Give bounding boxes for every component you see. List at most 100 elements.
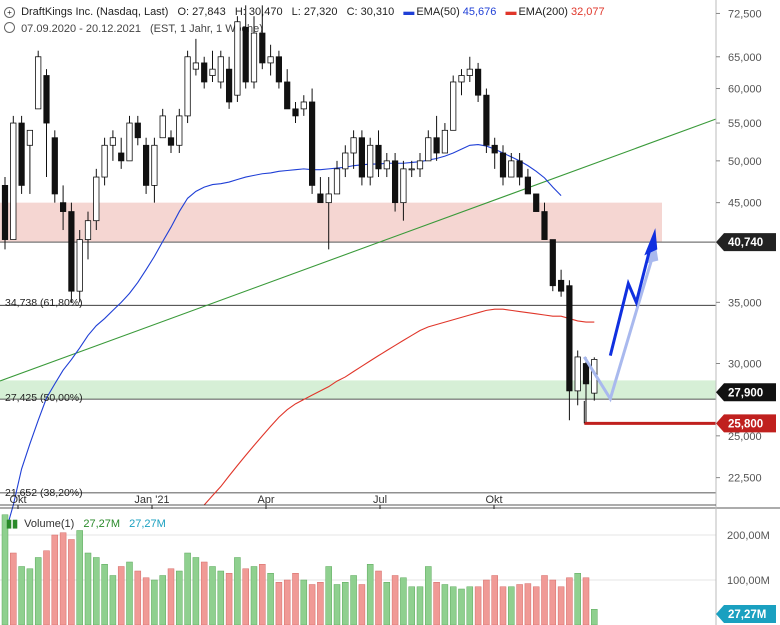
- volume-bar: [342, 582, 349, 625]
- y-tick-label: 25,000: [728, 431, 762, 443]
- volume-bar: [466, 586, 474, 625]
- volume-bar: [275, 582, 283, 625]
- close-price-tag: [716, 383, 776, 402]
- candle-body: [333, 168, 341, 195]
- volume-bars-icon: ▮▮: [6, 518, 19, 530]
- candle-body: [450, 81, 457, 131]
- volume-bar: [59, 532, 67, 625]
- volume-bar: [18, 566, 25, 625]
- high-value: H: 30,470: [234, 6, 283, 18]
- volume-bar: [317, 582, 324, 625]
- candle-body: [300, 101, 307, 110]
- candle-body: [217, 56, 224, 83]
- candle-body: [367, 144, 374, 178]
- volume-bar: [582, 577, 590, 625]
- y-tick-label: 22,500: [728, 473, 762, 485]
- volume-bar: [557, 586, 565, 625]
- volume-bar: [242, 568, 249, 625]
- add-icon[interactable]: +: [4, 7, 15, 18]
- volume-price-tag: [716, 605, 776, 623]
- candle-body: [60, 202, 67, 212]
- candle-body: [350, 137, 357, 154]
- candle-body: [516, 160, 523, 178]
- candle-body: [491, 144, 498, 154]
- volume-bar: [1, 514, 9, 625]
- candle-body: [508, 160, 515, 178]
- close-value: C: 30,310: [346, 6, 395, 18]
- fib-50-label: 27,425 (50,00%): [5, 392, 83, 404]
- x-tick-label: Jan '21: [134, 494, 169, 506]
- y-tick-label: 35,000: [728, 297, 762, 309]
- candle-body: [51, 137, 58, 195]
- candle-body: [209, 68, 216, 76]
- candle-body: [35, 56, 42, 110]
- volume-price-tag-text: 27,27M: [728, 609, 766, 621]
- symbol-label: DraftKings Inc. (Nasdaq, Last): [21, 6, 169, 18]
- volume-bar: [117, 566, 125, 625]
- candle-body: [458, 75, 465, 83]
- candle-body: [142, 144, 150, 186]
- candle-body: [574, 356, 581, 392]
- stop-price-tag-text: 25,800: [728, 418, 763, 430]
- candle-body: [159, 115, 166, 139]
- candle-body: [558, 279, 565, 292]
- volume-bar: [566, 577, 573, 625]
- volume-bar: [200, 561, 208, 625]
- volume-bar: [541, 575, 548, 625]
- resistance-zone: [0, 202, 662, 243]
- volume-bar: [159, 575, 166, 625]
- volume-bar: [192, 557, 200, 625]
- volume-bar: [449, 586, 457, 625]
- candle-body: [582, 363, 590, 385]
- volume-bar: [34, 557, 42, 625]
- volume-bar: [26, 568, 34, 625]
- candle-body: [292, 108, 299, 117]
- candle-body: [43, 75, 50, 124]
- volume-bar: [84, 552, 92, 625]
- candle-body: [167, 137, 175, 146]
- volume-bar: [283, 579, 291, 625]
- volume-bar: [217, 570, 225, 625]
- volume-tick-label: 200,00M: [727, 530, 770, 542]
- volume-bar: [134, 570, 142, 625]
- candle-body: [499, 152, 507, 178]
- volume-bar: [126, 561, 133, 625]
- volume-bar: [433, 582, 440, 625]
- candle-body: [541, 211, 548, 240]
- volume-bar: [358, 584, 366, 625]
- volume-bar: [142, 577, 150, 625]
- resistance-price-tag: [716, 233, 776, 252]
- candle-body: [242, 26, 249, 83]
- volume-bar: [333, 584, 341, 625]
- volume-bar: [350, 575, 357, 625]
- volume-tick-label: 100,00M: [727, 575, 770, 587]
- candle-body: [151, 144, 158, 186]
- ema50-swatch: ▬: [403, 6, 415, 18]
- candle-body: [325, 193, 332, 204]
- volume-bar: [325, 566, 332, 625]
- ema200-value: 32,077: [570, 6, 605, 18]
- y-tick-label: 72,500: [728, 8, 762, 20]
- y-tick-label: 55,000: [728, 118, 762, 130]
- candle-body: [549, 239, 556, 287]
- resistance-price-tag-text: 40,740: [728, 237, 763, 249]
- candle-body: [474, 68, 482, 96]
- candle-body: [375, 144, 382, 170]
- candle-body: [317, 193, 324, 204]
- trend-line: [0, 118, 717, 382]
- candle-body: [267, 56, 274, 64]
- candle-body: [201, 62, 208, 83]
- volume-bar: [516, 584, 523, 625]
- y-tick-label: 30,000: [728, 359, 762, 371]
- volume-bar: [458, 588, 465, 625]
- candle-body: [466, 68, 473, 76]
- projection-dark-path: [608, 247, 652, 357]
- ema200-line: [203, 308, 595, 506]
- candle-body: [26, 129, 34, 146]
- date-range: 07.09.2020 - 20.12.2021: [21, 23, 141, 35]
- candle-body: [176, 115, 183, 146]
- candle-body: [400, 168, 407, 204]
- candle-body: [391, 160, 399, 204]
- volume-bar: [250, 566, 258, 625]
